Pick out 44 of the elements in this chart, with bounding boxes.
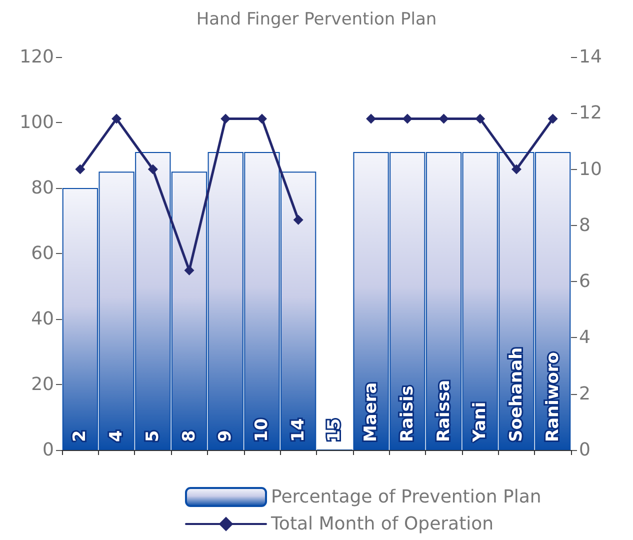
y-tick-label: 100	[20, 112, 54, 133]
point	[148, 164, 158, 174]
x-tick-label: 2	[70, 430, 90, 442]
point	[220, 114, 231, 124]
x-tick-label: 5	[142, 430, 163, 442]
y-tick-label: 0	[42, 440, 54, 460]
x-tick-label: 10	[252, 418, 272, 442]
x-tick-label: 4	[106, 430, 127, 442]
x-tick-label: Raniworo	[542, 352, 563, 442]
y-tick-label: 80	[31, 178, 54, 198]
point	[548, 114, 558, 124]
point	[293, 214, 304, 225]
y2-tick-label: 10	[579, 158, 602, 180]
point	[184, 265, 194, 276]
x-tick-label: Raissa	[434, 380, 454, 442]
y-tick-label: 60	[31, 243, 54, 264]
legend-label: Total Month of Operation	[270, 514, 494, 534]
chart-title: Hand Finger Pervention Plan	[196, 10, 437, 30]
y2-tick-label: 4	[579, 327, 590, 348]
y2-tick-label: 8	[579, 214, 590, 236]
y-tick-label: 20	[31, 374, 54, 395]
y-tick-label: 120	[20, 46, 54, 68]
x-tick-label: 8	[179, 430, 200, 442]
point	[438, 114, 449, 124]
y2-tick-label: 14	[579, 46, 602, 68]
x-tick-label: 14	[288, 418, 308, 442]
point	[511, 164, 522, 174]
point	[256, 114, 267, 124]
x-tick-label: 9	[216, 430, 236, 442]
legend-label: Percentage of Prevention Plan	[271, 486, 542, 508]
point	[112, 114, 122, 124]
y2-tick-label: 6	[579, 271, 590, 292]
x-tick-label: Soehanah	[506, 347, 526, 442]
x-tick-label: 15	[324, 418, 345, 442]
point	[475, 114, 486, 124]
point	[366, 114, 376, 124]
y2-tick-label: 12	[579, 102, 602, 124]
y-tick-label: 40	[31, 308, 54, 330]
x-tick-label: Raisis	[397, 386, 418, 442]
point	[402, 114, 412, 124]
point	[75, 164, 86, 174]
x-tick-label: Maera	[361, 382, 382, 442]
y2-tick-label: 0	[579, 440, 590, 460]
x-tick-label: Yani	[470, 402, 490, 443]
